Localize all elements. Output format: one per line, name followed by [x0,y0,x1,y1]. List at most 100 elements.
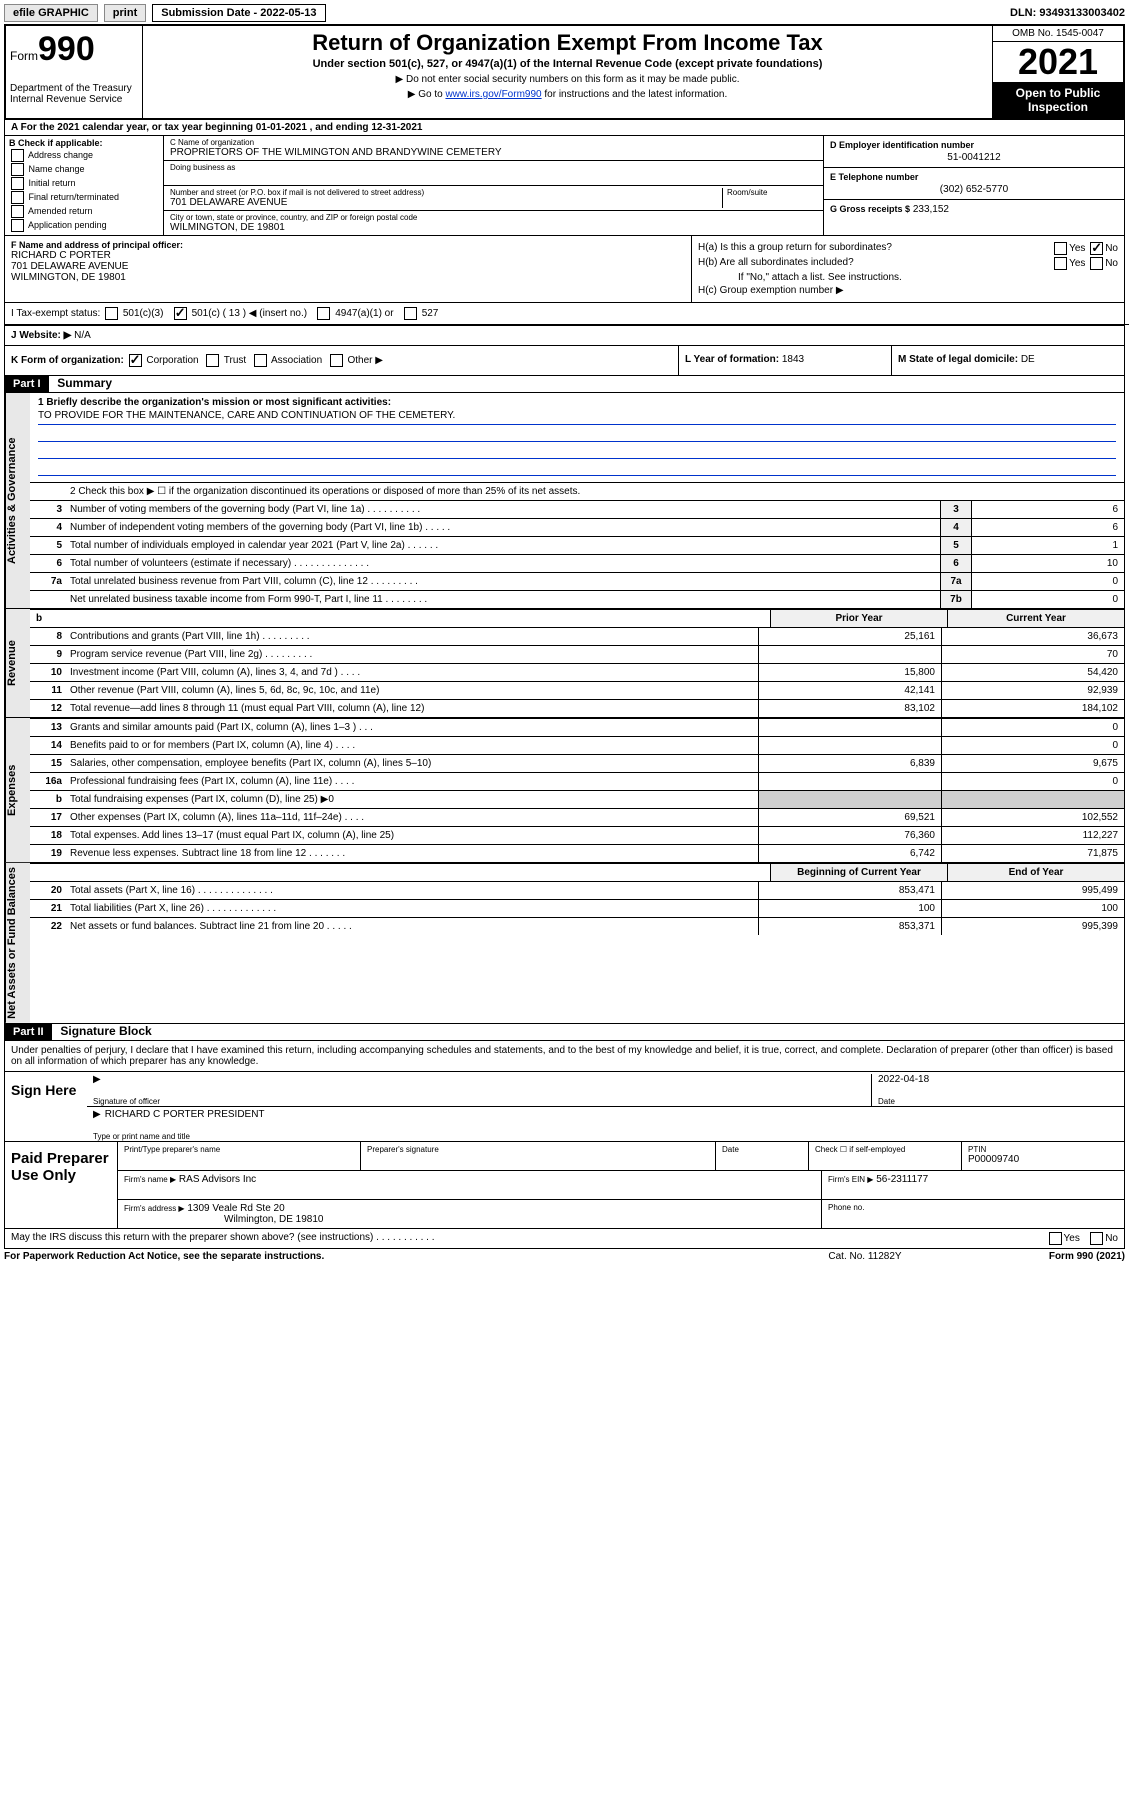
prior-year-hdr: Prior Year [770,610,947,627]
form-header: Form990 Department of the Treasury Inter… [4,24,1125,120]
summary-line: 11Other revenue (Part VIII, column (A), … [30,681,1124,699]
checkbox-address[interactable] [11,149,24,162]
discuss-yes[interactable] [1049,1232,1062,1245]
end-year-hdr: End of Year [947,864,1124,881]
checkbox-initial[interactable] [11,177,24,190]
summary-line: 20Total assets (Part X, line 16) . . . .… [30,881,1124,899]
chk-501c[interactable] [174,307,187,320]
top-bar: efile GRAPHIC print Submission Date - 20… [4,4,1125,22]
dln-label: DLN: 93493133003402 [1010,7,1125,19]
irs-link[interactable]: www.irs.gov/Form990 [445,89,541,100]
org-street: 701 DELAWARE AVENUE [170,197,718,208]
summary-line: 12Total revenue—add lines 8 through 11 (… [30,699,1124,717]
checkbox-final[interactable] [11,191,24,204]
irs-label: Internal Revenue Service [10,94,138,105]
page-footer: For Paperwork Reduction Act Notice, see … [4,1251,1125,1262]
chk-corp[interactable] [129,354,142,367]
open-inspection: Open to Public Inspection [993,82,1123,118]
checkbox-pending[interactable] [11,219,24,232]
paid-preparer-label: Paid Preparer Use Only [5,1142,118,1228]
summary-line: bTotal fundraising expenses (Part IX, co… [30,790,1124,808]
principal-officer: F Name and address of principal officer:… [5,236,692,302]
summary-line: 9Program service revenue (Part VIII, lin… [30,645,1124,663]
netassets-section: Net Assets or Fund Balances Beginning of… [4,863,1125,1024]
omb-number: OMB No. 1545-0047 [993,26,1123,42]
section-bcd: B Check if applicable: Address change Na… [4,136,1125,236]
discuss-no[interactable] [1090,1232,1103,1245]
hb-yes[interactable] [1054,257,1067,270]
discuss-row: May the IRS discuss this return with the… [4,1229,1125,1249]
sig-date: 2022-04-18 [878,1074,929,1085]
note-1: ▶ Do not enter social security numbers o… [151,74,984,85]
submission-date: Submission Date - 2022-05-13 [152,4,325,22]
firm-addr: 1309 Veale Rd Ste 20 [187,1203,284,1214]
hb-no[interactable] [1090,257,1103,270]
tel-value: (302) 652-5770 [830,184,1118,195]
ha-no[interactable] [1090,242,1103,255]
summary-line: 17Other expenses (Part IX, column (A), l… [30,808,1124,826]
summary-line: 4Number of independent voting members of… [30,518,1124,536]
row-a-period: A For the 2021 calendar year, or tax yea… [4,120,1125,136]
chk-501c3[interactable] [105,307,118,320]
chk-assoc[interactable] [254,354,267,367]
row-j: J Website: ▶ N/A [4,326,1125,346]
note-2: ▶ Go to www.irs.gov/Form990 for instruct… [151,89,984,100]
vtab-expenses: Expenses [5,718,30,862]
section-fh: F Name and address of principal officer:… [4,236,1125,303]
governance-section: Activities & Governance 1 Briefly descri… [4,393,1125,609]
summary-line: 18Total expenses. Add lines 13–17 (must … [30,826,1124,844]
summary-line: 14Benefits paid to or for members (Part … [30,736,1124,754]
dept-label: Department of the Treasury [10,83,138,94]
vtab-governance: Activities & Governance [5,393,30,608]
chk-4947[interactable] [317,307,330,320]
sig-declaration: Under penalties of perjury, I declare th… [5,1041,1124,1071]
summary-line: 16aProfessional fundraising fees (Part I… [30,772,1124,790]
checkbox-name[interactable] [11,163,24,176]
org-name: PROPRIETORS OF THE WILMINGTON AND BRANDY… [170,147,817,158]
part-1-header: Part I Summary [4,376,1125,393]
col-b-checkboxes: B Check if applicable: Address change Na… [5,136,164,235]
expenses-section: Expenses 13Grants and similar amounts pa… [4,718,1125,863]
officer-name: RICHARD C PORTER PRESIDENT [105,1109,265,1120]
revenue-section: Revenue b Prior Year Current Year 8Contr… [4,609,1125,718]
vtab-netassets: Net Assets or Fund Balances [5,863,30,1023]
form-title: Return of Organization Exempt From Incom… [151,30,984,56]
website-value: N/A [74,330,91,341]
ein-value: 51-0041212 [830,152,1118,163]
summary-line: 15Salaries, other compensation, employee… [30,754,1124,772]
chk-trust[interactable] [206,354,219,367]
summary-line: 22Net assets or fund balances. Subtract … [30,917,1124,935]
signature-block: Under penalties of perjury, I declare th… [4,1041,1125,1142]
summary-line: 6Total number of volunteers (estimate if… [30,554,1124,572]
current-year-hdr: Current Year [947,610,1124,627]
firm-ein: 56-2311177 [876,1174,928,1185]
org-city: WILMINGTON, DE 19801 [170,222,817,233]
row-k: K Form of organization: Corporation Trus… [4,346,1125,376]
summary-line: 10Investment income (Part VIII, column (… [30,663,1124,681]
summary-line: 13Grants and similar amounts paid (Part … [30,718,1124,736]
firm-name: RAS Advisors Inc [179,1174,256,1185]
year-formation: 1843 [782,354,804,365]
chk-other[interactable] [330,354,343,367]
summary-line: Net unrelated business taxable income fr… [30,590,1124,608]
summary-line: 8Contributions and grants (Part VIII, li… [30,627,1124,645]
sign-here-label: Sign Here [5,1072,87,1141]
preparer-block: Paid Preparer Use Only Print/Type prepar… [4,1142,1125,1229]
summary-line: 5Total number of individuals employed in… [30,536,1124,554]
print-button[interactable]: print [104,4,146,22]
form-number: 990 [38,30,95,68]
begin-year-hdr: Beginning of Current Year [770,864,947,881]
summary-line: 7aTotal unrelated business revenue from … [30,572,1124,590]
tax-year: 2021 [993,42,1123,82]
efile-button[interactable]: efile GRAPHIC [4,4,98,22]
summary-line: 3Number of voting members of the governi… [30,500,1124,518]
checkbox-amended[interactable] [11,205,24,218]
form-subtitle: Under section 501(c), 527, or 4947(a)(1)… [151,58,984,70]
ha-yes[interactable] [1054,242,1067,255]
mission-text: TO PROVIDE FOR THE MAINTENANCE, CARE AND… [38,410,1116,425]
form-prefix: Form [10,49,38,63]
col-c-org: C Name of organization PROPRIETORS OF TH… [164,136,824,235]
chk-527[interactable] [404,307,417,320]
row-ij: I Tax-exempt status: 501(c)(3) 501(c) ( … [4,303,1125,326]
ptin-value: P00009740 [968,1154,1019,1165]
